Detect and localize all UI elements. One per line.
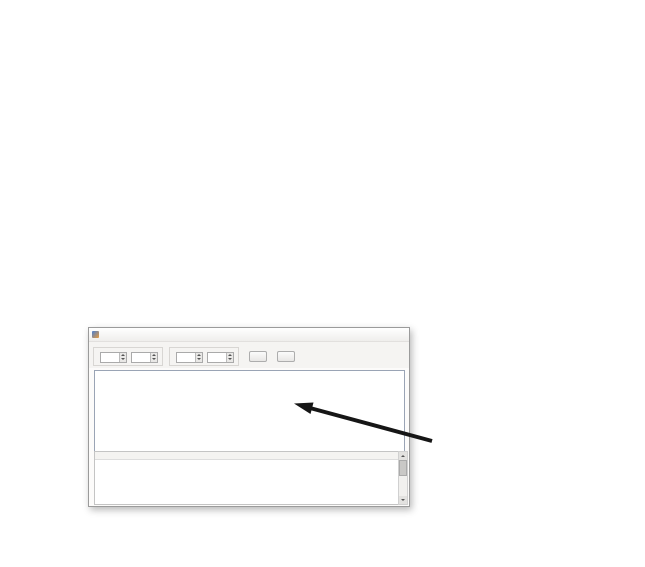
magnitude-axis-group [169, 346, 239, 366]
frequency-min-spinner[interactable] [100, 351, 127, 363]
maximize-button[interactable] [380, 330, 393, 340]
magnitude-min-spinner[interactable] [176, 351, 203, 363]
frequency-axis-group [93, 346, 163, 366]
eq-table-header [95, 452, 398, 460]
frequency-max-spinner[interactable] [131, 351, 158, 363]
eq-filter-table [94, 451, 399, 505]
scroll-up-icon[interactable] [399, 452, 407, 460]
magnitude-max-value[interactable] [208, 353, 226, 362]
spinner-arrows-icon[interactable] [226, 352, 233, 362]
app-icon [92, 331, 99, 338]
window-titlebar[interactable] [89, 328, 409, 342]
frequency-max-value[interactable] [132, 353, 150, 362]
minimize-button[interactable] [367, 330, 380, 340]
scrollbar-thumb[interactable] [399, 460, 407, 476]
magnitude-min-value[interactable] [177, 353, 195, 362]
remove-filter-button[interactable] [277, 350, 295, 362]
eq-graph-canvas[interactable] [95, 371, 404, 452]
eq-response-graph[interactable] [94, 370, 405, 453]
close-button[interactable] [393, 330, 406, 340]
table-scrollbar[interactable] [398, 451, 408, 505]
frequency-min-value[interactable] [101, 353, 119, 362]
spinner-arrows-icon[interactable] [150, 352, 157, 362]
spinner-arrows-icon[interactable] [119, 352, 126, 362]
eq-controls-bar [89, 342, 409, 368]
spinner-arrows-icon[interactable] [195, 352, 202, 362]
annotation-text [427, 383, 433, 385]
magnitude-max-spinner[interactable] [207, 351, 234, 363]
sigmastudio-window[interactable] [88, 327, 410, 507]
scroll-down-icon[interactable] [399, 496, 407, 504]
add-filter-button[interactable] [249, 350, 267, 362]
eq-y-axis-labels [94, 371, 102, 452]
